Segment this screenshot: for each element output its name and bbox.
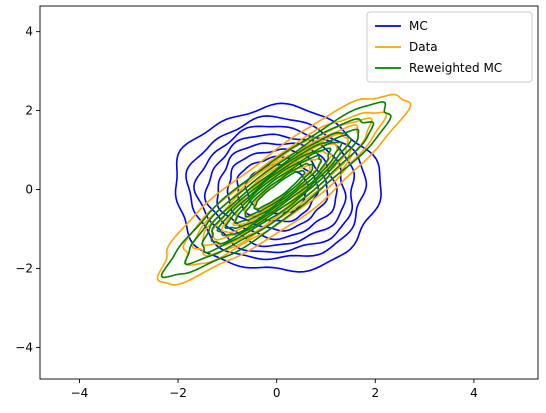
contour-line <box>244 162 314 218</box>
contour-line <box>201 128 360 254</box>
y-tick-label: 4 <box>25 25 33 39</box>
y-tick-label: −4 <box>15 340 33 354</box>
axes: −4 −2 0 2 4 −4 −2 0 2 4 <box>15 5 539 400</box>
contour-line <box>253 169 306 211</box>
legend-box <box>366 11 533 83</box>
legend-label: Data <box>409 40 438 54</box>
contour-line <box>201 124 360 247</box>
contour-line <box>224 147 332 230</box>
contour-line <box>184 117 375 266</box>
y-tick-label: −2 <box>15 261 33 275</box>
contour-line <box>185 115 368 261</box>
contour-line <box>156 93 412 286</box>
y-tick-label: 0 <box>25 183 33 197</box>
x-tick-label: 2 <box>371 386 379 400</box>
x-tick-label: −2 <box>169 386 187 400</box>
x-tick-label: 0 <box>273 386 281 400</box>
legend-label: Reweighted MC <box>409 61 502 75</box>
series-reweighted-mc <box>160 101 392 279</box>
legend: MC Data Reweighted MC <box>366 11 533 83</box>
plot-area <box>156 93 412 286</box>
contour-line <box>234 154 323 224</box>
y-tick-label: 2 <box>25 104 33 118</box>
legend-label: MC <box>409 19 428 33</box>
contour-line <box>210 134 352 245</box>
axes-frame <box>39 5 539 380</box>
contour-line <box>160 101 392 279</box>
contour-line <box>191 117 373 257</box>
contour-line <box>216 141 343 237</box>
contour-line <box>174 102 382 273</box>
x-tick-label: −4 <box>71 386 89 400</box>
x-tick-label: 4 <box>470 386 478 400</box>
